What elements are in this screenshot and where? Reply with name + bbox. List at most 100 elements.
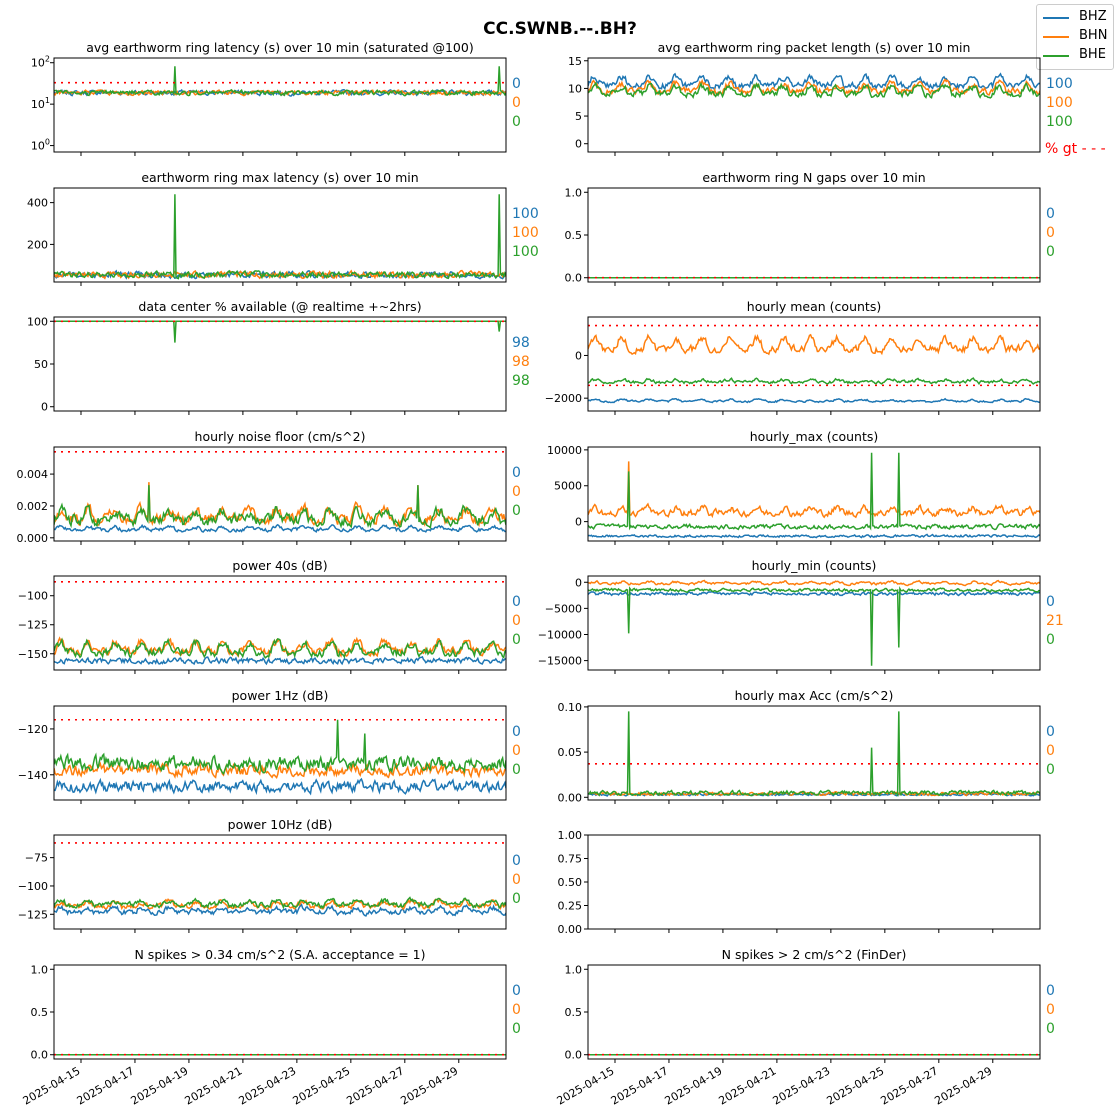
y-tick-label: 0.002 [17, 500, 49, 513]
channel-count-bhz: 0 [1046, 983, 1055, 999]
y-tick-label: 0.10 [558, 701, 583, 714]
y-tick-label: −120 [18, 723, 48, 736]
series-group [54, 194, 506, 280]
channel-count-bhz: 0 [512, 983, 521, 999]
panel-2: avg earthworm ring packet length (s) ove… [568, 40, 1073, 156]
panel-3: earthworm ring max latency (s) over 10 m… [27, 170, 539, 286]
panel-title: hourly mean (counts) [747, 299, 881, 314]
y-tick-label: 0.004 [17, 468, 49, 481]
y-tick-label: 200 [27, 238, 48, 251]
y-tick-label: 5000 [554, 480, 582, 493]
axes-frame [53, 187, 507, 283]
channel-count-bhe: 0 [1046, 1021, 1055, 1037]
y-tick-label: 102 [31, 55, 50, 70]
panel-title: power 10Hz (dB) [228, 817, 333, 832]
series-group [54, 896, 506, 917]
y-tick-label: 0.0 [565, 1049, 583, 1062]
channel-count-bhe: 0 [512, 762, 521, 778]
series-group [588, 579, 1040, 666]
panel-1: avg earthworm ring latency (s) over 10 m… [31, 40, 521, 156]
channel-count-bhn: 0 [512, 872, 521, 888]
y-tick-label: 0.000 [17, 532, 49, 545]
x-tick-label: 2025-04-21 [183, 1064, 245, 1107]
axes-frame [53, 964, 507, 1060]
y-tick-label: 100 [27, 315, 48, 328]
y-tick-label: −15000 [538, 655, 582, 668]
y-tick-label: 0 [575, 138, 582, 151]
y-tick-label: 0.00 [558, 923, 583, 936]
axes-frame [53, 446, 507, 542]
panel-title: earthworm ring max latency (s) over 10 m… [141, 170, 418, 185]
y-tick-label: 5 [575, 110, 582, 123]
series-group [54, 66, 506, 97]
x-tick-label: 2025-04-23 [236, 1064, 298, 1107]
axes-frame [587, 57, 1041, 153]
panel-15: N spikes > 0.34 cm/s^2 (S.A. acceptance … [21, 947, 521, 1108]
axes-frame [587, 964, 1041, 1060]
series-line-bhe [588, 377, 1040, 386]
channel-count-bhn: 100 [512, 225, 539, 241]
x-tick-label: 2025-04-25 [290, 1064, 352, 1107]
y-tick-label: −125 [18, 619, 48, 632]
panel-title: avg earthworm ring packet length (s) ove… [658, 40, 971, 55]
y-tick-label: 0 [41, 401, 48, 414]
panel-12: hourly max Acc (cm/s^2) 0.00 0.05 0.10 0 0 0 [558, 688, 1055, 804]
x-tick-label: 2025-04-27 [344, 1064, 406, 1107]
y-tick-label: −140 [18, 769, 48, 782]
axes-frame [53, 57, 507, 153]
series-line-bhn [588, 461, 1040, 519]
series-line-bhz [588, 533, 1040, 539]
legend: BHZ BHN BHE [1036, 4, 1114, 70]
panel-5: data center % available (@ realtime +~2h… [27, 299, 530, 415]
y-tick-label: 0.00 [558, 791, 583, 804]
panel-title: hourly_min (counts) [752, 558, 877, 573]
channel-count-bhe: 0 [1046, 244, 1055, 260]
panel-9: power 40s (dB) −150 −125 −100 0 0 0 [18, 558, 521, 674]
panel-title: avg earthworm ring latency (s) over 10 m… [86, 40, 473, 55]
panel-title: hourly max Acc (cm/s^2) [735, 688, 894, 703]
panel-title: data center % available (@ realtime +~2h… [138, 299, 421, 314]
series-line-bhe [588, 711, 1040, 798]
y-tick-label: 1.0 [565, 186, 583, 199]
series-group [54, 482, 506, 533]
y-tick-label: 0.5 [31, 1006, 49, 1019]
x-tick-label: 2025-04-29 [398, 1064, 460, 1107]
channel-count-bhz: 0 [512, 76, 521, 92]
channel-count-bhz: 100 [512, 206, 539, 222]
channel-count-bhn: 0 [1046, 1002, 1055, 1018]
series-line-bhz [54, 777, 506, 796]
x-tick-label: 2025-04-15 [555, 1064, 617, 1107]
series-line-bhz [588, 397, 1040, 404]
axes-frame [587, 316, 1041, 412]
series-line-bhe [54, 896, 506, 910]
x-tick-label: 2025-04-17 [75, 1064, 137, 1107]
channel-count-bhe: 100 [1046, 114, 1073, 130]
y-tick-label: 1.0 [565, 963, 583, 976]
panel-7: hourly noise floor (cm/s^2) 0.000 0.002 0.0… [17, 429, 521, 545]
series-group [54, 719, 506, 796]
percent-gt-note: % gt - - - [1045, 141, 1106, 157]
channel-count-bhn: 0 [1046, 225, 1055, 241]
series-line-bhe [54, 485, 506, 530]
x-tick-label: 2025-04-27 [878, 1064, 940, 1107]
y-tick-label: 0.0 [565, 272, 583, 285]
y-tick-label: 10000 [547, 444, 582, 457]
panel-16: N spikes > 2 cm/s^2 (FinDer) 0.0 0.5 1.0 202… [555, 947, 1055, 1108]
y-tick-label: −100 [18, 590, 48, 603]
series-line-bhz [54, 903, 506, 917]
channel-count-bhz: 0 [512, 724, 521, 740]
y-tick-label: 101 [31, 96, 50, 111]
x-tick-label: 2025-04-17 [609, 1064, 671, 1107]
series-group [54, 320, 506, 343]
series-line-bhz [588, 72, 1040, 92]
y-tick-label: −2000 [545, 392, 582, 405]
series-line-bhe [588, 452, 1040, 531]
y-tick-label: 0.5 [565, 229, 583, 242]
panel-title: power 1Hz (dB) [232, 688, 329, 703]
panel-14: 0.00 0.25 0.50 0.75 1.00 [558, 829, 1041, 936]
series-line-bhe [54, 66, 506, 97]
channel-count-bhn: 0 [512, 613, 521, 629]
channel-count-bhz: 0 [512, 465, 521, 481]
panel-13: power 10Hz (dB) −125 −100 −75 0 0 0 [18, 817, 521, 933]
